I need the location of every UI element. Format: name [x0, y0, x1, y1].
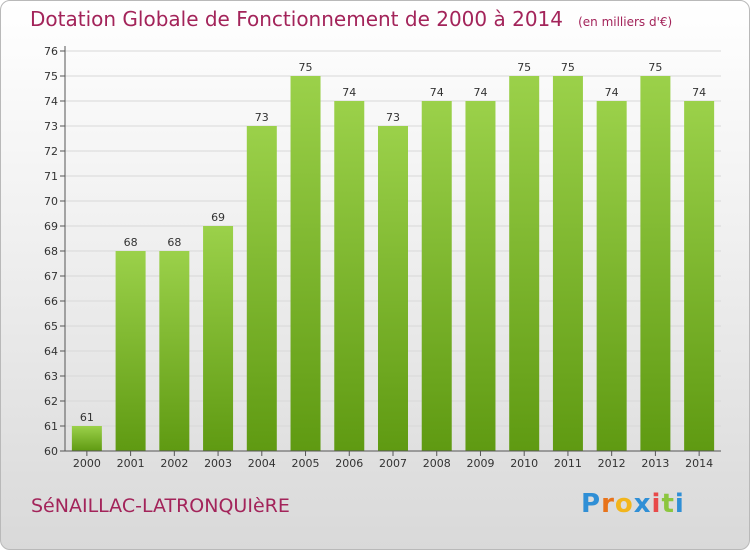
data-label: 73	[255, 111, 269, 124]
logo-letter: i	[674, 489, 685, 519]
y-tick-label: 71	[44, 170, 58, 183]
axes: 60 61 62 63 64 65 66 67 68 69 70 71 72 73 74 75 76 2000 20…	[44, 45, 721, 470]
logo-letter: i	[651, 489, 662, 519]
bar	[421, 101, 452, 451]
y-tick-label: 68	[44, 245, 58, 258]
logo-letter: P	[581, 489, 602, 519]
y-tick-label: 62	[44, 395, 58, 408]
data-label: 74	[342, 86, 356, 99]
y-tick-label: 63	[44, 370, 58, 383]
logo-letter: t	[661, 489, 675, 519]
bar	[552, 76, 583, 451]
data-label: 74	[692, 86, 706, 99]
data-label: 74	[473, 86, 487, 99]
y-tick-label: 74	[44, 95, 58, 108]
data-label: 74	[605, 86, 619, 99]
logo-letter: r	[601, 489, 615, 519]
y-tick-label: 67	[44, 270, 58, 283]
x-tick-label: 2001	[117, 457, 145, 470]
data-label: 68	[167, 236, 181, 249]
data-label: 75	[299, 61, 313, 74]
x-tick-label: 2005	[292, 457, 320, 470]
bar	[465, 101, 496, 451]
y-tick-label: 75	[44, 70, 58, 83]
bar	[640, 76, 671, 451]
bars: 61 68 68 69 73 75 74 73 74 74 75 75 74 75 74	[71, 61, 715, 451]
x-tick-label: 2011	[554, 457, 582, 470]
proxiti-logo[interactable]: Proxiti	[581, 489, 685, 519]
x-tick-label: 2010	[510, 457, 538, 470]
bar	[71, 426, 102, 451]
x-tick-label: 2006	[335, 457, 363, 470]
bar	[290, 76, 321, 451]
y-tick-label: 69	[44, 220, 58, 233]
x-tick-label: 2013	[641, 457, 669, 470]
bar	[684, 101, 715, 451]
bar	[159, 251, 190, 451]
bar	[115, 251, 146, 451]
bar	[378, 126, 408, 451]
data-label: 73	[386, 111, 400, 124]
y-tick-label: 64	[44, 345, 58, 358]
unit-note: (en milliers d'€)	[578, 15, 673, 29]
y-tick-label: 66	[44, 295, 58, 308]
data-label: 75	[561, 61, 575, 74]
chart-title: Dotation Globale de Fonctionnement de 20…	[30, 7, 563, 31]
y-tick-label: 76	[44, 45, 58, 58]
x-tick-label: 2002	[160, 457, 188, 470]
x-tick-label: 2008	[423, 457, 451, 470]
commune-name: SéNAILLAC-LATRONQUIèRE	[31, 495, 290, 517]
x-tick-label: 2009	[466, 457, 494, 470]
bar	[203, 226, 234, 451]
data-label: 68	[124, 236, 138, 249]
logo-letter: x	[633, 489, 652, 519]
data-label: 69	[211, 211, 225, 224]
x-tick-label: 2007	[379, 457, 407, 470]
logo-letter: o	[614, 489, 634, 519]
x-tick-label: 2004	[248, 457, 276, 470]
y-tick-label: 65	[44, 320, 58, 333]
x-tick-label: 2000	[73, 457, 101, 470]
y-tick-label: 73	[44, 120, 58, 133]
bar	[334, 101, 365, 451]
x-tick-label: 2003	[204, 457, 232, 470]
x-tick-label: 2014	[685, 457, 713, 470]
data-label: 75	[648, 61, 662, 74]
data-label: 74	[430, 86, 444, 99]
bar	[596, 101, 627, 451]
data-label: 75	[517, 61, 531, 74]
y-tick-label: 72	[44, 145, 58, 158]
x-tick-label: 2012	[598, 457, 626, 470]
bar	[246, 126, 277, 451]
y-tick-label: 70	[44, 195, 58, 208]
bar	[509, 76, 540, 451]
y-tick-label: 61	[44, 420, 58, 433]
y-tick-label: 60	[44, 445, 58, 458]
data-label: 61	[80, 411, 94, 424]
title-row: Dotation Globale de Fonctionnement de 20…	[30, 7, 672, 31]
